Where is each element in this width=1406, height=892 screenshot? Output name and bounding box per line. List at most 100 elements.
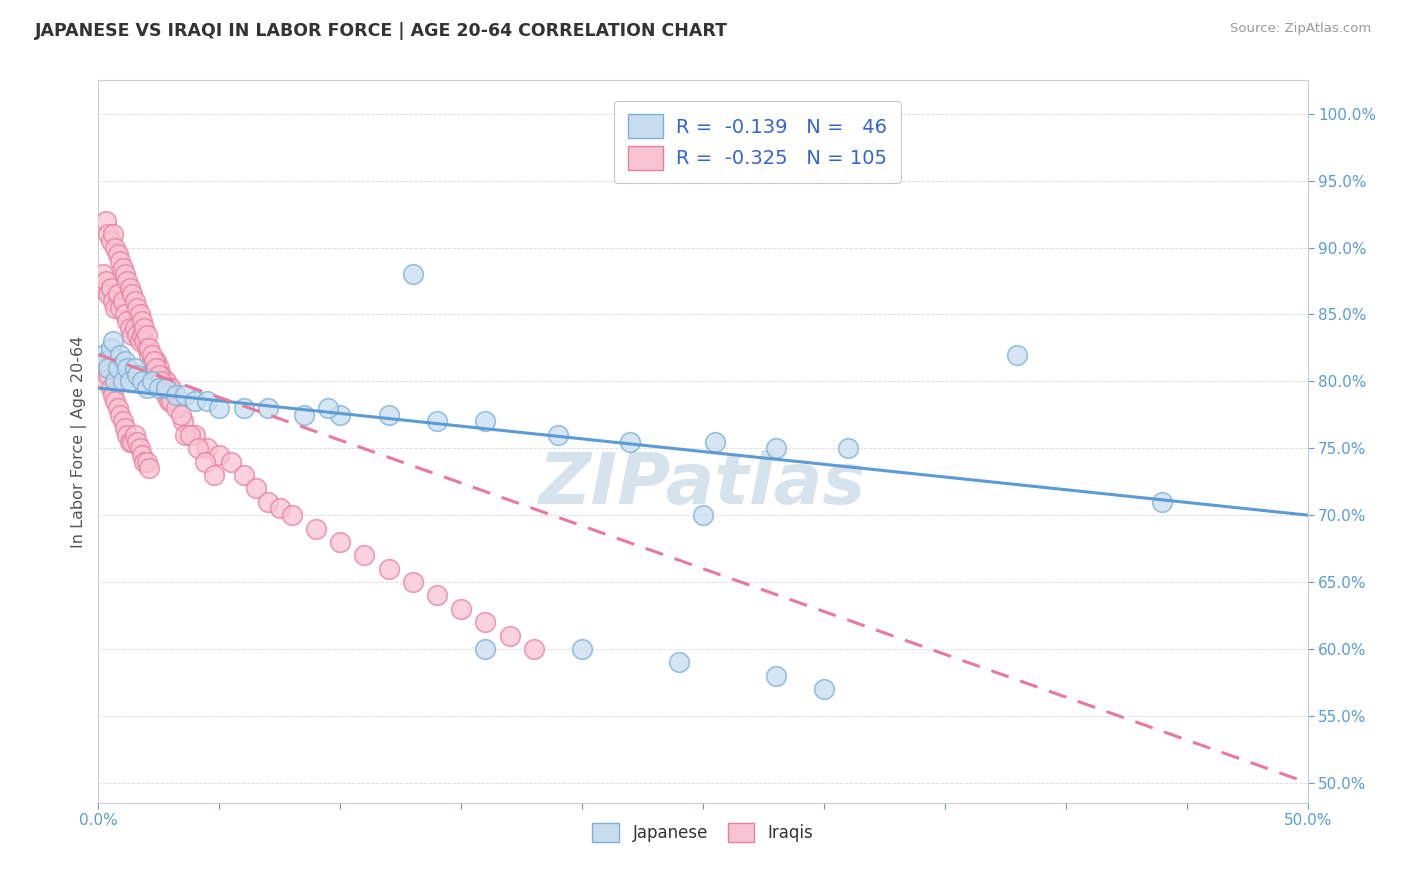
Point	[174, 387, 197, 401]
Point	[571, 641, 593, 656]
Point	[100, 234, 122, 248]
Point	[101, 293, 124, 308]
Point	[152, 381, 174, 395]
Point	[131, 314, 153, 328]
Point	[523, 641, 546, 656]
Point	[256, 401, 278, 415]
Point	[184, 394, 207, 409]
Point	[135, 341, 157, 355]
Point	[194, 454, 217, 468]
Text: ZIPatlas: ZIPatlas	[540, 450, 866, 519]
Point	[765, 669, 787, 683]
Point	[187, 441, 209, 455]
Point	[305, 521, 328, 535]
Point	[131, 374, 153, 388]
Point	[179, 427, 201, 442]
Point	[155, 374, 177, 388]
Point	[111, 374, 134, 388]
Point	[208, 448, 231, 462]
Point	[668, 655, 690, 669]
Point	[90, 280, 112, 294]
Point	[114, 307, 136, 321]
Point	[765, 441, 787, 455]
Point	[100, 341, 122, 355]
Point	[619, 434, 641, 449]
Point	[141, 354, 163, 368]
Point	[97, 360, 120, 375]
Point	[232, 401, 254, 415]
Point	[104, 240, 127, 254]
Point	[131, 448, 153, 462]
Point	[111, 414, 134, 428]
Point	[117, 427, 139, 442]
Y-axis label: In Labor Force | Age 20-64: In Labor Force | Age 20-64	[72, 335, 87, 548]
Point	[118, 374, 141, 388]
Point	[127, 301, 149, 315]
Point	[329, 534, 352, 549]
Point	[127, 327, 149, 342]
Text: Source: ZipAtlas.com: Source: ZipAtlas.com	[1230, 22, 1371, 36]
Point	[148, 360, 170, 375]
Point	[121, 327, 143, 342]
Point	[208, 401, 231, 415]
Point	[104, 374, 127, 388]
Point	[91, 360, 114, 375]
Point	[135, 381, 157, 395]
Point	[97, 287, 120, 301]
Point	[152, 374, 174, 388]
Point	[281, 508, 304, 523]
Point	[174, 427, 197, 442]
Point	[316, 401, 339, 415]
Point	[108, 253, 131, 268]
Point	[121, 287, 143, 301]
Point	[97, 368, 120, 382]
Point	[94, 354, 117, 368]
Point	[329, 408, 352, 422]
Point	[402, 267, 425, 281]
Point	[118, 320, 141, 334]
Point	[124, 320, 146, 334]
Point	[813, 682, 835, 697]
Point	[104, 301, 127, 315]
Point	[692, 508, 714, 523]
Point	[114, 267, 136, 281]
Point	[134, 334, 156, 348]
Point	[97, 227, 120, 241]
Point	[172, 414, 194, 428]
Point	[157, 381, 180, 395]
Point	[94, 213, 117, 227]
Point	[138, 347, 160, 362]
Point	[402, 574, 425, 589]
Point	[474, 414, 496, 428]
Point	[704, 434, 727, 449]
Point	[195, 394, 218, 409]
Legend: Japanese, Iraqis: Japanese, Iraqis	[586, 816, 820, 848]
Point	[134, 320, 156, 334]
Point	[474, 615, 496, 630]
Point	[101, 227, 124, 241]
Point	[256, 494, 278, 508]
Point	[108, 347, 131, 362]
Point	[169, 408, 191, 422]
Point	[232, 467, 254, 482]
Point	[138, 461, 160, 475]
Point	[117, 314, 139, 328]
Point	[107, 401, 129, 415]
Point	[107, 247, 129, 261]
Point	[111, 293, 134, 308]
Point	[124, 293, 146, 308]
Point	[91, 267, 114, 281]
Point	[498, 628, 520, 642]
Point	[128, 334, 150, 348]
Point	[128, 307, 150, 321]
Point	[426, 589, 449, 603]
Point	[94, 274, 117, 288]
Point	[157, 394, 180, 409]
Point	[837, 441, 859, 455]
Point	[160, 381, 183, 395]
Point	[155, 381, 177, 395]
Point	[148, 381, 170, 395]
Point	[204, 467, 226, 482]
Point	[124, 427, 146, 442]
Text: JAPANESE VS IRAQI IN LABOR FORCE | AGE 20-64 CORRELATION CHART: JAPANESE VS IRAQI IN LABOR FORCE | AGE 2…	[35, 22, 728, 40]
